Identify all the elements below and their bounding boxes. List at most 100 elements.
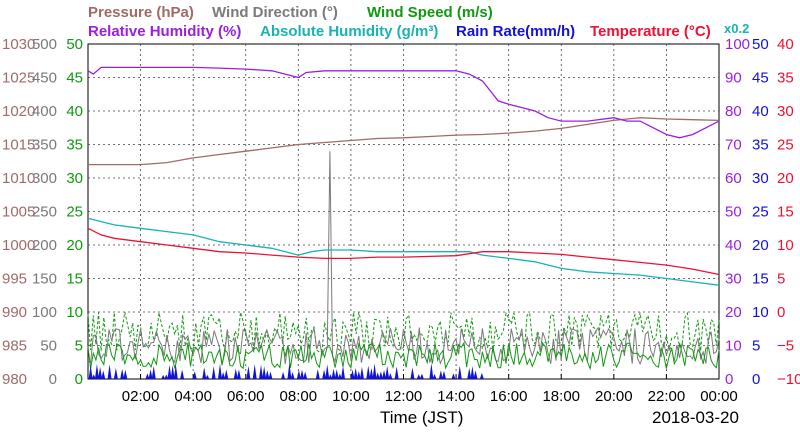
rain-mark <box>173 364 178 379</box>
y-tick-wind-direction: 500 <box>32 36 57 53</box>
y-tick-humidity: 90 <box>725 70 742 87</box>
rain-mark <box>161 374 166 379</box>
y-tick-temperature: 0 <box>777 304 785 321</box>
legend-wind-speed: Wind Speed (m/s) <box>367 4 493 21</box>
y-tick-temperature: 30 <box>777 103 794 120</box>
rain-mark <box>113 367 118 379</box>
rain-mark <box>356 371 361 379</box>
rain-multiplier-label: x0.2 <box>724 21 749 36</box>
y-tick-rain-rate: 50 <box>752 36 769 53</box>
x-tick-label: 22:00 <box>648 388 686 405</box>
y-tick-wind-speed: 25 <box>66 204 83 221</box>
rain-mark <box>88 365 93 379</box>
rain-mark <box>359 366 364 379</box>
rain-mark <box>337 373 342 379</box>
y-tick-humidity: 50 <box>725 204 742 221</box>
rain-mark <box>107 364 112 379</box>
rain-mark <box>372 363 377 379</box>
y-tick-wind-direction: 400 <box>32 103 57 120</box>
rain-mark <box>148 369 153 379</box>
rain-mark <box>151 365 156 379</box>
y-tick-pressure: 1020 <box>2 103 35 120</box>
y-tick-wind-speed: 50 <box>66 36 83 53</box>
y-tick-temperature: 15 <box>777 204 794 221</box>
rain-mark <box>180 369 185 379</box>
y-tick-wind-speed: 30 <box>66 170 83 187</box>
rain-mark <box>328 374 333 379</box>
rain-mark <box>479 372 484 379</box>
rain-mark <box>252 364 257 379</box>
series-layer <box>87 66 720 379</box>
rain-mark <box>441 370 446 379</box>
rain-mark <box>322 369 327 379</box>
y-tick-temperature: −10 <box>777 371 800 388</box>
wind-direction-line <box>87 151 720 366</box>
x-tick-label: 10:00 <box>332 388 370 405</box>
date-label: 2018-03-20 <box>652 408 739 427</box>
x-tick-label: 04:00 <box>174 388 212 405</box>
y-tick-temperature: 35 <box>777 70 794 87</box>
y-tick-wind-direction: 300 <box>32 170 57 187</box>
rain-mark <box>145 373 150 379</box>
y-tick-wind-direction: 450 <box>32 70 57 87</box>
rain-mark <box>382 369 387 379</box>
rain-mark <box>123 369 128 379</box>
y-tick-wind-direction: 0 <box>49 371 57 388</box>
x-tick-label: 14:00 <box>437 388 475 405</box>
rain-mark <box>91 374 96 379</box>
y-tick-wind-direction: 350 <box>32 137 57 154</box>
rain-mark <box>432 373 437 379</box>
y-tick-rain-rate: 10 <box>752 304 769 321</box>
y-tick-wind-speed: 20 <box>66 237 83 254</box>
y-tick-wind-direction: 150 <box>32 271 57 288</box>
series-temperature <box>87 227 720 276</box>
rain-mark <box>350 369 355 379</box>
y-tick-temperature: −5 <box>777 338 794 355</box>
rain-mark <box>296 370 301 379</box>
y-tick-pressure: 990 <box>2 304 27 321</box>
y-tick-humidity: 40 <box>725 237 742 254</box>
rain-mark <box>438 370 443 379</box>
rain-mark <box>164 374 169 379</box>
y-tick-humidity: 100 <box>725 36 750 53</box>
y-tick-rain-rate: 20 <box>752 237 769 254</box>
y-tick-pressure: 980 <box>2 371 27 388</box>
rain-mark <box>205 374 210 379</box>
wind-speed-line <box>87 341 720 371</box>
series-pressure <box>88 117 720 166</box>
rain-mark <box>211 366 216 379</box>
rain-mark <box>94 363 99 379</box>
x-axis-label: Time (JST) <box>380 408 463 427</box>
y-tick-wind-speed: 45 <box>66 70 83 87</box>
rain-mark <box>290 372 295 379</box>
y-tick-rain-rate: 15 <box>752 271 769 288</box>
y-tick-humidity: 60 <box>725 170 742 187</box>
y-tick-humidity: 20 <box>725 304 742 321</box>
y-tick-pressure: 985 <box>2 338 27 355</box>
y-tick-rain-rate: 45 <box>752 70 769 87</box>
x-tick-label: 16:00 <box>490 388 528 405</box>
grid <box>88 44 719 379</box>
y-tick-humidity: 0 <box>725 371 733 388</box>
y-tick-pressure: 1005 <box>2 204 35 221</box>
rain-mark <box>192 371 197 379</box>
y-tick-wind-speed: 40 <box>66 103 83 120</box>
legend-temperature: Temperature (°C) <box>590 23 711 40</box>
rain-mark <box>416 374 421 379</box>
y-tick-pressure: 995 <box>2 271 27 288</box>
rain-mark <box>470 366 475 379</box>
rain-mark <box>287 362 292 379</box>
y-tick-wind-speed: 15 <box>66 271 83 288</box>
y-tick-humidity: 80 <box>725 103 742 120</box>
y-tick-humidity: 10 <box>725 338 742 355</box>
rain-mark <box>167 364 172 379</box>
y-tick-wind-speed: 10 <box>66 304 83 321</box>
rain-mark <box>419 373 424 379</box>
legend-rain-rate: Rain Rate(mm/h) <box>456 23 575 40</box>
rain-mark <box>375 372 380 379</box>
rain-mark <box>246 366 251 379</box>
rain-mark <box>388 373 393 379</box>
y-tick-rain-rate: 40 <box>752 103 769 120</box>
